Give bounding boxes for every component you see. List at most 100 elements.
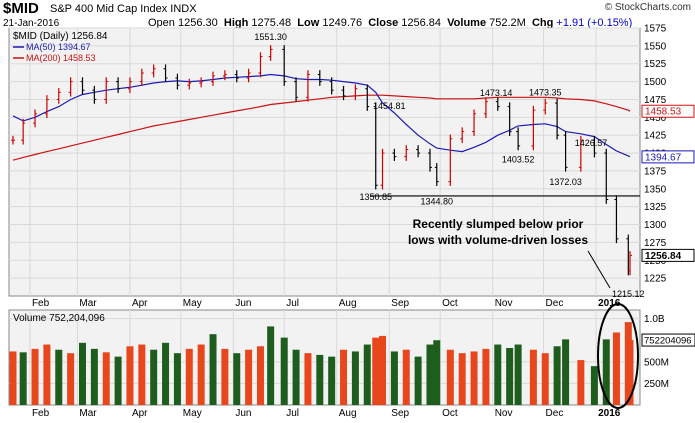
low-label: Low: [297, 17, 320, 29]
x-tick-label-lower: Nov: [495, 408, 513, 419]
price-annotation-label: 1473.35: [529, 88, 562, 98]
legend-price-name: $MID (Daily): [13, 31, 69, 42]
price-tick-label: 1300: [644, 220, 667, 231]
volume-bar: [221, 348, 229, 405]
annotation: Recently slumped below prior lows with v…: [408, 217, 611, 289]
annotation-line-1: Recently slumped below prior: [413, 217, 584, 231]
volume-last-label: 752204096: [644, 336, 692, 347]
annotation-line-2: lows with volume-driven losses: [408, 233, 588, 247]
volume-bar: [390, 351, 398, 405]
volume-bar: [372, 337, 380, 405]
ma50-tag-box: [641, 150, 695, 164]
x-tick-label-lower: Dec: [546, 408, 564, 419]
volume-bar: [482, 348, 490, 405]
x-tick-label-lower: May: [183, 408, 202, 419]
volume-highlight-circle: [597, 303, 639, 409]
volume-title: Volume 752,204,096: [13, 313, 105, 324]
volume-value: 752.2M: [489, 17, 526, 29]
price-tick-label: 1475: [644, 95, 667, 106]
close-tag-box: [641, 248, 695, 262]
legend-price-value: 1256.84: [71, 31, 108, 42]
volume-bar: [31, 348, 39, 405]
price-bars: [11, 45, 632, 276]
price-tick-label: 1550: [644, 41, 667, 52]
volume-bar: [9, 351, 17, 405]
volume-bar: [19, 352, 27, 405]
volume-bar: [67, 353, 75, 405]
volume-bar: [173, 353, 181, 405]
legend-ma50-value: 1394.67: [58, 42, 91, 52]
close-tag-label: 1256.84: [645, 251, 682, 262]
volume-bar: [304, 353, 312, 405]
volume-bar: [55, 349, 63, 405]
volume-label: Volume: [447, 17, 487, 29]
price-panel: 1225125012751300132513501375140014251450…: [8, 24, 695, 299]
quote-line: Open 1256.30 High 1275.48 Low 1249.76 Cl…: [148, 17, 632, 29]
volume-bar: [458, 353, 466, 405]
high-value: 1275.48: [251, 17, 292, 29]
price-tick-label: 1425: [644, 131, 667, 142]
volume-bar: [379, 335, 387, 405]
price-tick-label: 1450: [644, 113, 667, 124]
volume-tick-label: 1.0B: [644, 314, 665, 325]
chg-value: +1.91 (+0.15%): [556, 17, 633, 29]
volume-bar: [197, 344, 205, 405]
open-label: Open: [148, 17, 175, 29]
volume-last-box: [641, 333, 695, 347]
volume-bar: [562, 339, 570, 405]
price-labels: 1551.30 1350.85 1454.81 1344.80 1473.14 1403.…: [254, 32, 644, 299]
price-annotation-label: 1215.12: [612, 289, 645, 299]
price-annotation-label: 1454.81: [373, 101, 406, 111]
volume-bar: [529, 349, 537, 405]
volume-bar: [626, 340, 634, 405]
volume-title-label: Volume: [13, 313, 47, 324]
volume-axis: 250M 500M 1.0B 752204096: [641, 314, 695, 390]
price-annotation-label: 1350.85: [359, 192, 392, 202]
x-tick-label-lower: Feb: [32, 408, 50, 419]
chart-header: $MID S&P 400 Mid Cap Index INDX © StockC…: [0, 0, 695, 30]
legend: $MID (Daily) 1256.84 MA(50) 1394.67 MA(2…: [13, 31, 108, 63]
price-axis: 1225125012751300132513501375140014251450…: [641, 24, 695, 285]
ma200-tag-label: 1458.53: [645, 107, 682, 118]
volume-bar: [114, 356, 122, 405]
legend-price-label: $MID (Daily) 1256.84: [13, 31, 108, 42]
volume-bar: [78, 342, 86, 405]
ticker-symbol: $MID: [3, 0, 39, 17]
volume-bar: [316, 354, 324, 405]
volume-bar: [209, 334, 217, 405]
x-tick-label-lower: Aug: [339, 408, 357, 419]
exchange-label: INDX: [170, 3, 197, 15]
price-tick-label: 1375: [644, 166, 667, 177]
volume-bar: [280, 337, 288, 405]
volume-bar: [602, 339, 610, 405]
source-credit: © StockCharts.com: [604, 2, 691, 13]
ma50-tag-label: 1394.67: [645, 152, 682, 163]
volume-bar: [138, 344, 146, 405]
x-tick-label-upper: Sep: [391, 298, 409, 309]
index-name: S&P 400 Mid Cap Index INDX: [50, 3, 197, 15]
volume-tick-label: 500M: [644, 357, 669, 368]
volume-bar: [577, 360, 585, 405]
x-tick-label-upper: Jun: [235, 298, 251, 309]
x-tick-label-upper: 2016: [598, 298, 621, 309]
price-tick-label: 1275: [644, 238, 667, 249]
price-annotation-label: 1426.57: [575, 138, 608, 148]
volume-bar: [351, 351, 359, 405]
volume-panel: 250M 500M 1.0B 752204096 Volume 752,204,096: [8, 303, 695, 409]
price-panel-frame: [8, 27, 641, 297]
x-tick-label-lower: Jun: [235, 408, 251, 419]
volume-bar: [267, 326, 275, 405]
x-tick-label-lower: Sep: [391, 408, 409, 419]
x-tick-label-upper: Dec: [546, 298, 564, 309]
legend-ma50-name: MA(50): [26, 42, 56, 52]
chg-label: Chg: [531, 17, 554, 29]
x-tick-label-upper: Mar: [79, 298, 97, 309]
close-label: Close: [368, 17, 399, 29]
x-tick-label-upper: Apr: [132, 298, 148, 309]
volume-bar: [446, 349, 454, 405]
ma200-line: [12, 94, 631, 161]
legend-ma200-value: 1458.53: [63, 53, 96, 63]
x-tick-label-lower: Mar: [79, 408, 97, 419]
x-tick-label-lower: 2016: [598, 408, 621, 419]
